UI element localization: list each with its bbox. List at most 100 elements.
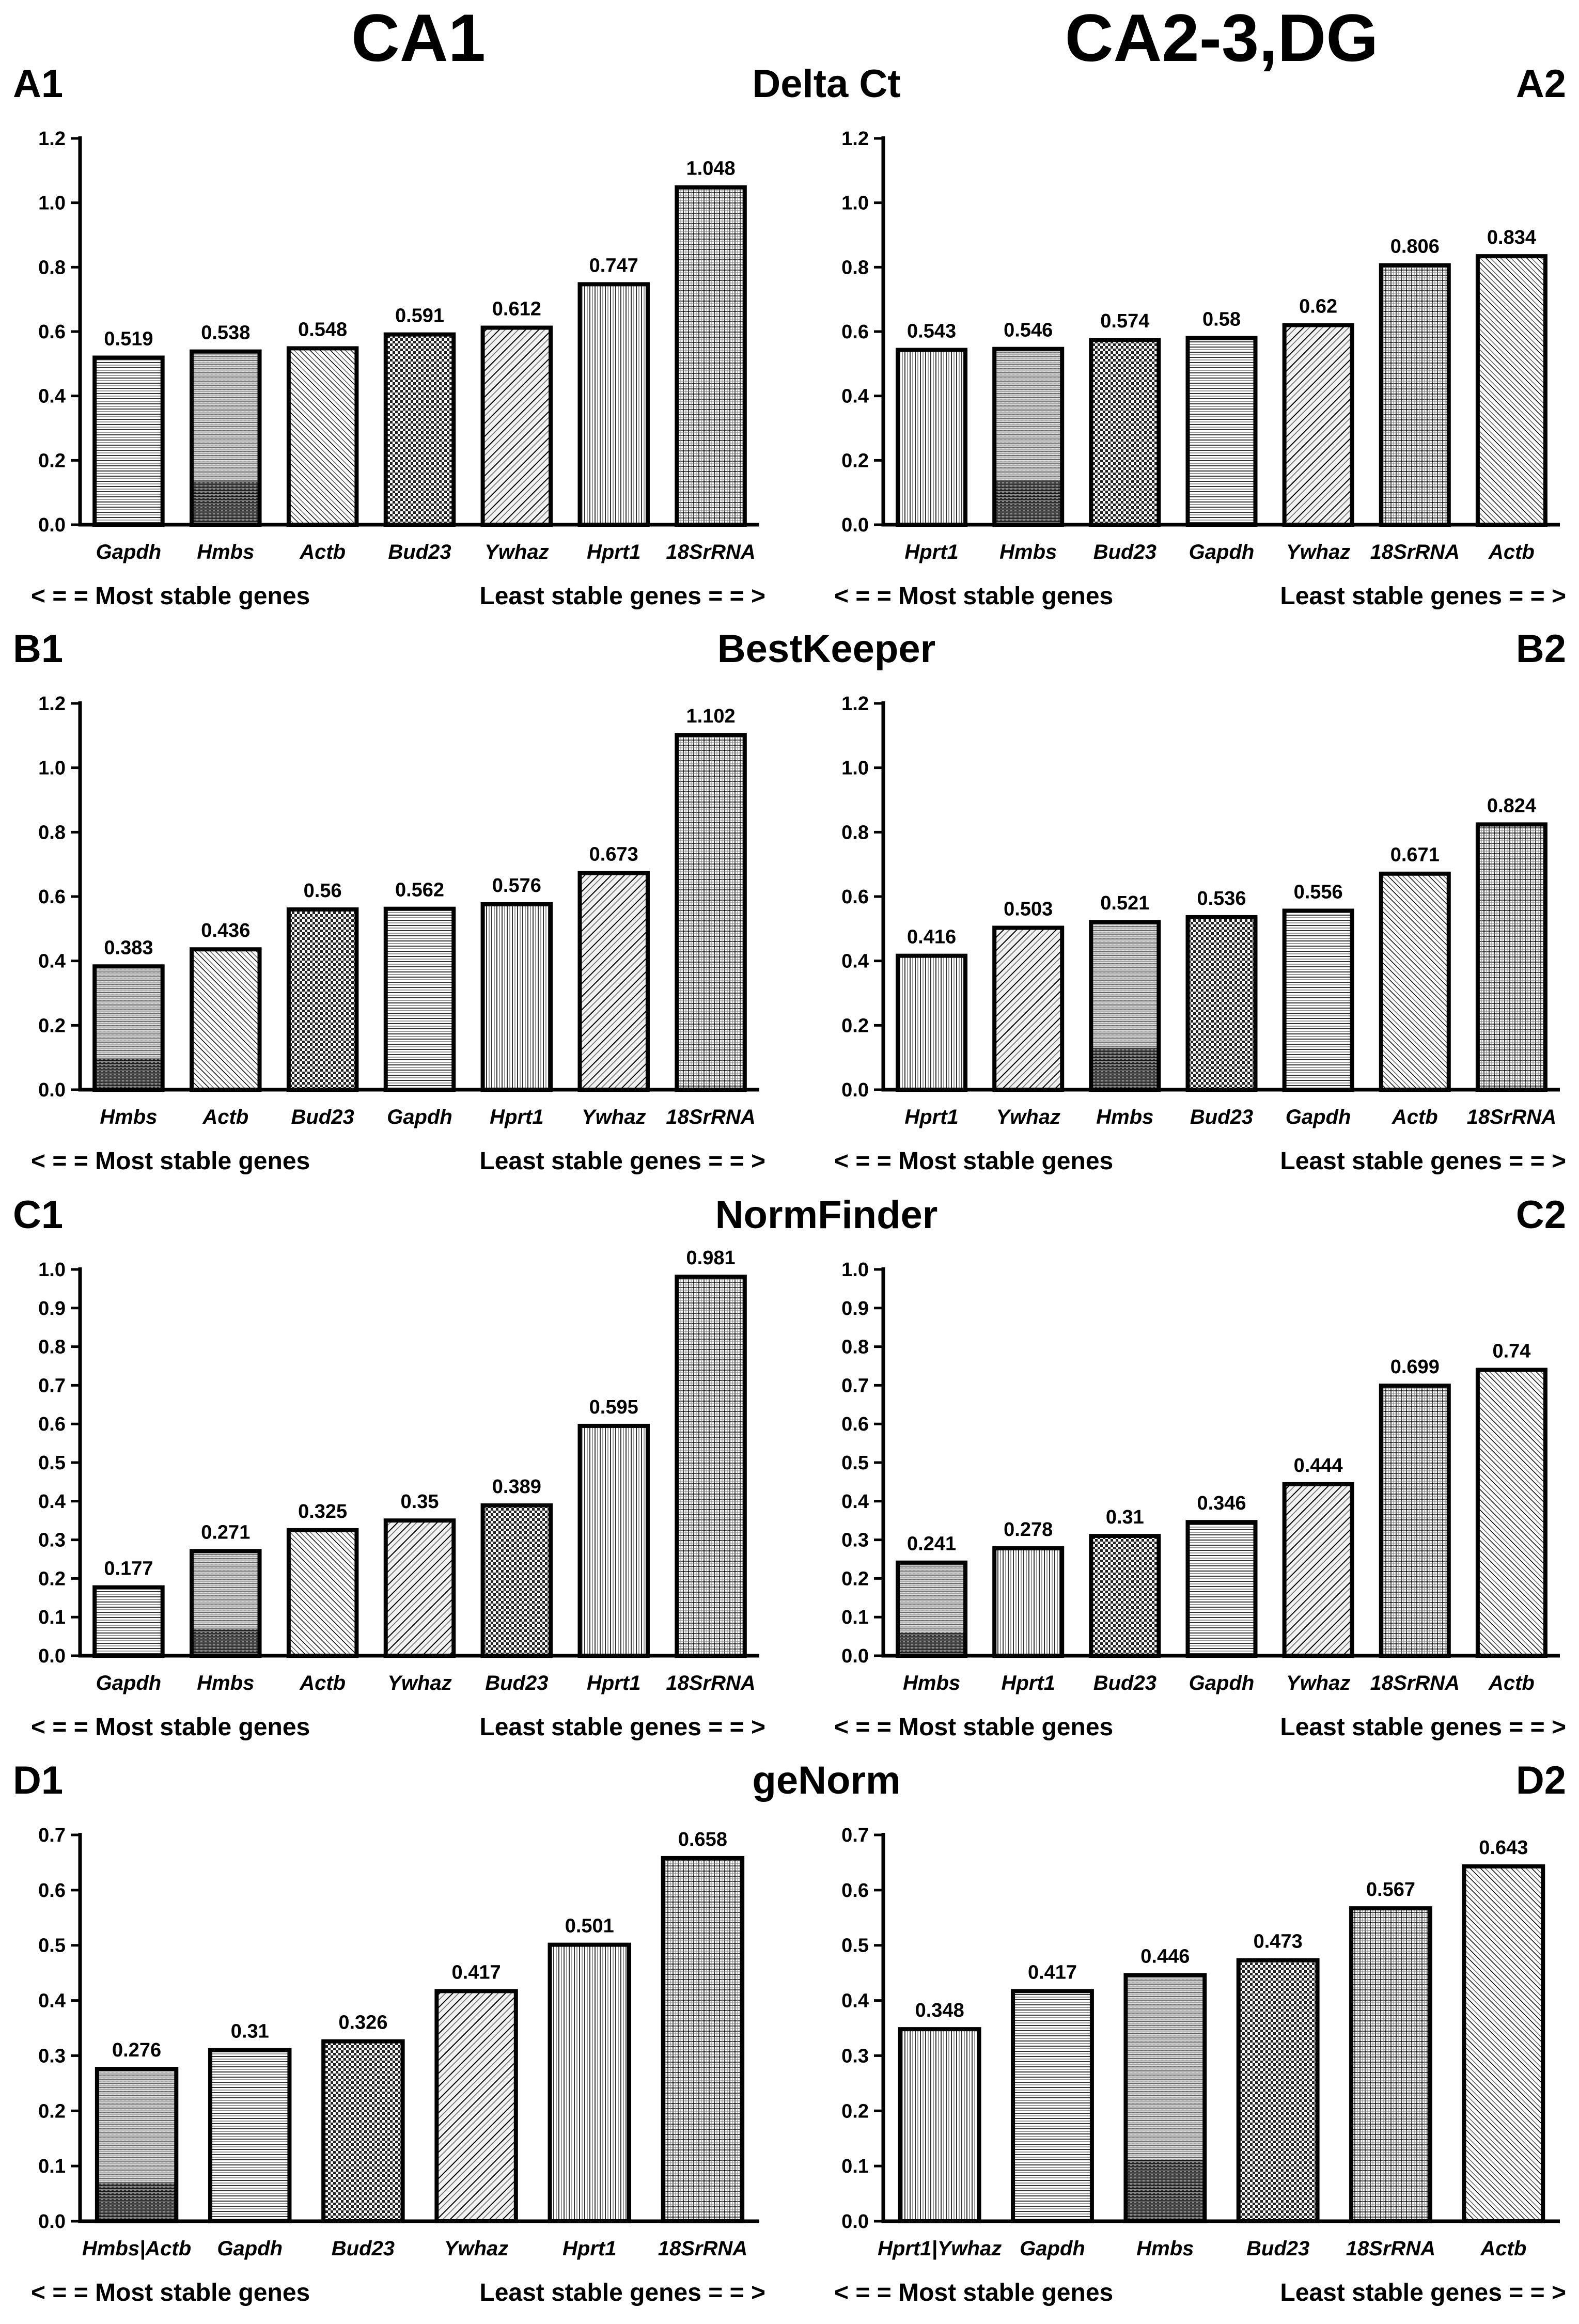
y-tick-label: 0.6 xyxy=(38,1414,66,1435)
data-label: 0.548 xyxy=(298,319,347,340)
data-label: 0.658 xyxy=(678,1829,727,1850)
bar-rect xyxy=(1185,336,1258,527)
x-tick-label: Bud23 xyxy=(332,2237,395,2260)
footer-most-stable: < = = Most stable genes xyxy=(31,583,310,610)
data-label: 0.538 xyxy=(201,322,250,344)
x-tick-label: Hmbs xyxy=(197,541,254,563)
panel-a2: A2 0.0 0.2 0.4 0.6 0.8 1.0 1.2 0.543 Hprt1 0.546 Hm… xyxy=(834,62,1566,610)
x-tick-label: Actb xyxy=(299,541,346,563)
data-label: 0.536 xyxy=(1197,888,1246,909)
footer-most-stable: < = = Most stable genes xyxy=(834,1148,1113,1175)
y-tick-label: 0.0 xyxy=(841,514,869,536)
bar-bud23 xyxy=(1185,915,1258,1092)
bar-fill-overlay xyxy=(192,351,260,482)
bar-outline xyxy=(190,349,262,527)
x-tick-label: Gapdh xyxy=(1189,1672,1255,1694)
y-tick-label: 0.7 xyxy=(38,1375,66,1396)
data-label: 0.556 xyxy=(1294,881,1343,903)
footer-most-stable: < = = Most stable genes xyxy=(31,2279,310,2306)
panel-label: D1 xyxy=(13,1758,63,1802)
bar-rect xyxy=(286,1528,359,1658)
y-tick-label: 0.8 xyxy=(841,822,869,843)
y-tick-label: 0.6 xyxy=(38,886,66,908)
footer-least-stable: Least stable genes = = > xyxy=(1280,1714,1566,1741)
y-tick-label: 0.0 xyxy=(841,1079,869,1101)
data-label: 0.444 xyxy=(1294,1455,1343,1477)
x-tick-label: Hprt1 xyxy=(562,2237,616,2260)
x-tick-label: Gapdh xyxy=(1189,541,1255,563)
data-label: 0.824 xyxy=(1487,795,1536,816)
data-label: 0.31 xyxy=(1106,1506,1144,1528)
y-tick-label: 0.8 xyxy=(841,1337,869,1358)
bar-rect xyxy=(92,355,165,527)
footer-least-stable: Least stable genes = = > xyxy=(1280,2279,1566,2306)
bar-18srrna xyxy=(1379,1384,1451,1658)
x-tick-label: Gapdh xyxy=(1020,2237,1085,2260)
y-tick-label: 0.5 xyxy=(841,1935,869,1957)
footer-most-stable: < = = Most stable genes xyxy=(31,1714,310,1741)
bar-rect xyxy=(1185,915,1258,1092)
y-tick-label: 1.0 xyxy=(38,1259,66,1281)
bar-hmbs xyxy=(190,349,262,527)
bar-actb xyxy=(1475,1368,1547,1658)
bar-rect xyxy=(1475,1368,1547,1658)
y-tick-label: 0.7 xyxy=(841,1375,869,1396)
bar-hprt1 xyxy=(577,282,650,527)
footer-most-stable: < = = Most stable genes xyxy=(834,1714,1113,1741)
bar-rect xyxy=(898,2027,981,2224)
bar-outline xyxy=(92,964,165,1092)
panel-label: A1 xyxy=(13,62,63,106)
bar-rect xyxy=(1089,338,1161,527)
data-label: 0.276 xyxy=(112,2039,161,2061)
data-label: 0.747 xyxy=(589,255,638,276)
bar-outline xyxy=(992,347,1065,527)
data-label: 0.576 xyxy=(492,875,541,897)
bar-hprt1-ywhaz xyxy=(898,2027,981,2224)
bar-rect xyxy=(480,1503,553,1658)
bar-rect xyxy=(92,1585,165,1658)
x-tick-label: Actb xyxy=(299,1672,346,1694)
bar-ywhaz xyxy=(577,871,650,1092)
bar-18srrna xyxy=(675,733,747,1092)
y-tick-label: 0.1 xyxy=(38,1607,66,1628)
bar-rect xyxy=(480,325,553,527)
bar-rect xyxy=(480,902,553,1092)
x-tick-label: 18SrRNA xyxy=(1467,1106,1556,1128)
x-tick-label: Hmbs xyxy=(100,1106,157,1128)
method-title: Delta Ct xyxy=(752,62,900,106)
data-label: 0.35 xyxy=(401,1491,439,1513)
bar-hmbs xyxy=(92,964,165,1092)
panel-a1: A1 Delta Ct 0.0 0.2 0.4 0.6 0.8 1.0 1.2 0.519 Gapd… xyxy=(13,62,901,610)
bar-hmbs xyxy=(896,1560,968,1658)
y-tick-label: 0.9 xyxy=(841,1298,869,1320)
data-label: 0.612 xyxy=(492,299,541,320)
y-tick-label: 0.8 xyxy=(841,257,869,278)
data-label: 0.348 xyxy=(915,2000,964,2021)
bar-actb xyxy=(1462,1864,1545,2224)
bar-gapdh xyxy=(1185,336,1258,527)
data-label: 0.501 xyxy=(565,1915,614,1937)
bar-gapdh xyxy=(383,906,456,1092)
y-tick-label: 0.0 xyxy=(38,1079,66,1101)
y-tick-label: 0.6 xyxy=(38,321,66,343)
panel-group: A1 Delta Ct 0.0 0.2 0.4 0.6 0.8 1.0 1.2 0.519 Gapd… xyxy=(13,62,1566,2306)
y-tick-label: 0.5 xyxy=(38,1935,66,1957)
bar-hmbs xyxy=(992,347,1065,527)
bar-fill-overlay xyxy=(994,349,1062,481)
x-tick-label: Bud23 xyxy=(1246,2237,1309,2260)
x-tick-label: Ywhaz xyxy=(996,1106,1060,1128)
panel-b2: B2 0.0 0.2 0.4 0.6 0.8 1.0 1.2 0.416 Hprt1 0.503 Yw… xyxy=(834,627,1566,1175)
footer-most-stable: < = = Most stable genes xyxy=(31,1148,310,1175)
bar-18srrna xyxy=(675,185,747,527)
footer-least-stable: Least stable genes = = > xyxy=(479,2279,765,2306)
y-tick-label: 0.2 xyxy=(841,450,869,472)
panel-label: C1 xyxy=(13,1193,63,1237)
bar-rect xyxy=(1462,1864,1545,2224)
footer-least-stable: Least stable genes = = > xyxy=(479,1714,765,1741)
bar-fill-overlay xyxy=(192,1551,260,1630)
bar-hprt1 xyxy=(577,1423,650,1658)
bar-hprt1 xyxy=(548,1942,631,2224)
x-tick-label: Ywhaz xyxy=(387,1672,451,1694)
panel-label: D2 xyxy=(1516,1758,1566,1802)
x-tick-label: Hmbs xyxy=(1096,1106,1153,1128)
